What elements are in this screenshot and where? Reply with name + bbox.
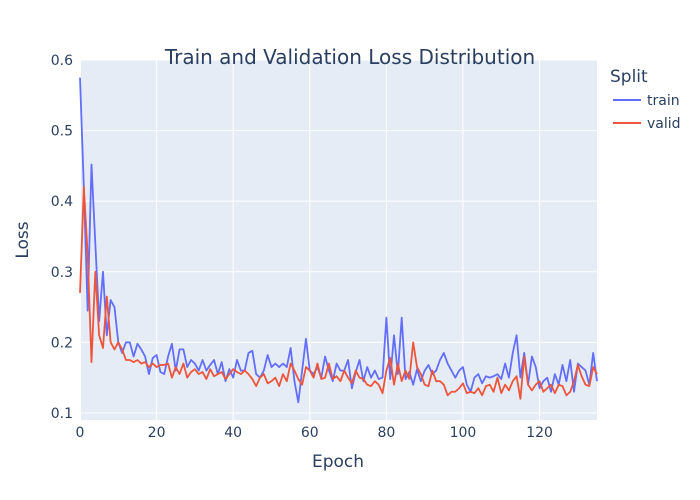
y-tick-label: 0.6	[51, 53, 73, 69]
x-tick-label: 40	[224, 425, 242, 441]
legend: Split train valid	[610, 67, 681, 132]
x-tick-label: 20	[148, 425, 166, 441]
y-tick-label: 0.5	[51, 124, 73, 140]
y-tick-label: 0.2	[51, 335, 73, 351]
series-lines	[79, 77, 598, 404]
x-tick-label: 100	[450, 425, 477, 441]
y-tick-label: 0.4	[51, 194, 73, 210]
x-tick-label: 80	[377, 425, 395, 441]
legend-item-train[interactable]: train	[613, 93, 680, 109]
x-axis-title: Epoch	[312, 452, 364, 472]
series-line-train	[79, 77, 598, 404]
x-tick-label: 0	[76, 425, 85, 441]
series-line-valid	[79, 186, 598, 400]
legend-title: Split	[610, 67, 648, 87]
legend-item-valid[interactable]: valid	[613, 116, 681, 132]
y-tick-labels: 0.1 0.2 0.3 0.4 0.5 0.6	[51, 53, 73, 422]
x-tick-labels: 0 20 40 60 80 100 120	[76, 425, 553, 441]
x-tick-label: 60	[301, 425, 319, 441]
legend-label-train: train	[647, 93, 680, 109]
x-tick-label: 120	[526, 425, 553, 441]
chart-title: Train and Validation Loss Distribution	[164, 45, 535, 69]
y-tick-label: 0.3	[51, 265, 73, 281]
y-tick-label: 0.1	[51, 406, 73, 422]
y-axis-title: Loss	[13, 221, 33, 258]
grid-lines	[79, 59, 597, 420]
legend-label-valid: valid	[647, 116, 681, 132]
